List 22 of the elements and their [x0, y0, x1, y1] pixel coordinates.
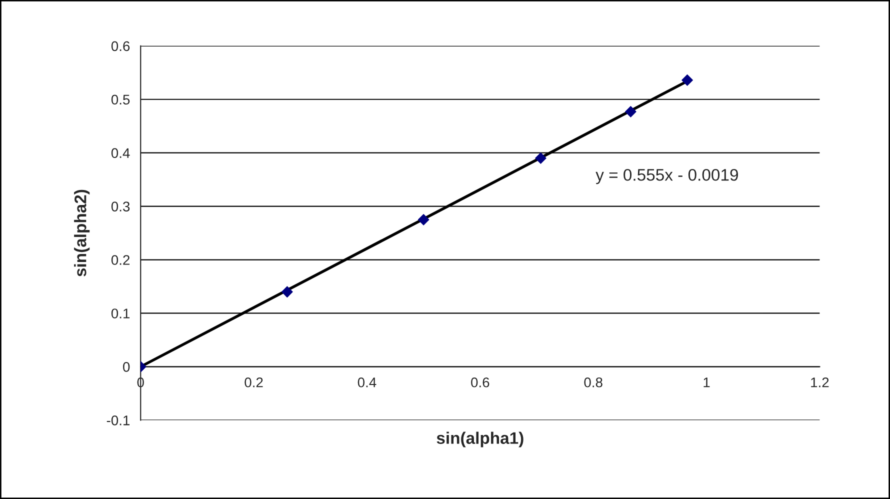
- point: [282, 286, 293, 298]
- x-tick-label: 0.4: [358, 377, 376, 388]
- y-tick-label: 0.6: [111, 41, 130, 52]
- y-tick-label: 0: [123, 362, 130, 372]
- point: [625, 106, 636, 118]
- x-tick-label: 1: [704, 378, 710, 388]
- annotation: y = 0.555x - 0.0019: [596, 169, 738, 184]
- y-tick-label: -0.1: [106, 415, 130, 426]
- y-tick-label: 0.5: [111, 94, 130, 105]
- x-axis-title: sin(alpha1): [436, 432, 524, 448]
- y-tick-label: 0.1: [111, 308, 130, 318]
- point: [682, 74, 693, 86]
- x-tick-label: 0.8: [584, 377, 602, 388]
- y-tick-label: 0.3: [111, 202, 130, 212]
- x-tick-label: 0.2: [244, 377, 263, 388]
- point: [535, 152, 546, 164]
- point: [418, 214, 430, 226]
- y-tick-label: 0.4: [111, 148, 130, 158]
- x-tick-label: 1.2: [811, 377, 829, 388]
- x-tick-label: 0.6: [471, 377, 490, 388]
- y-tick-label: 0.2: [111, 255, 130, 265]
- y-axis-title: sin(alpha2): [74, 190, 90, 276]
